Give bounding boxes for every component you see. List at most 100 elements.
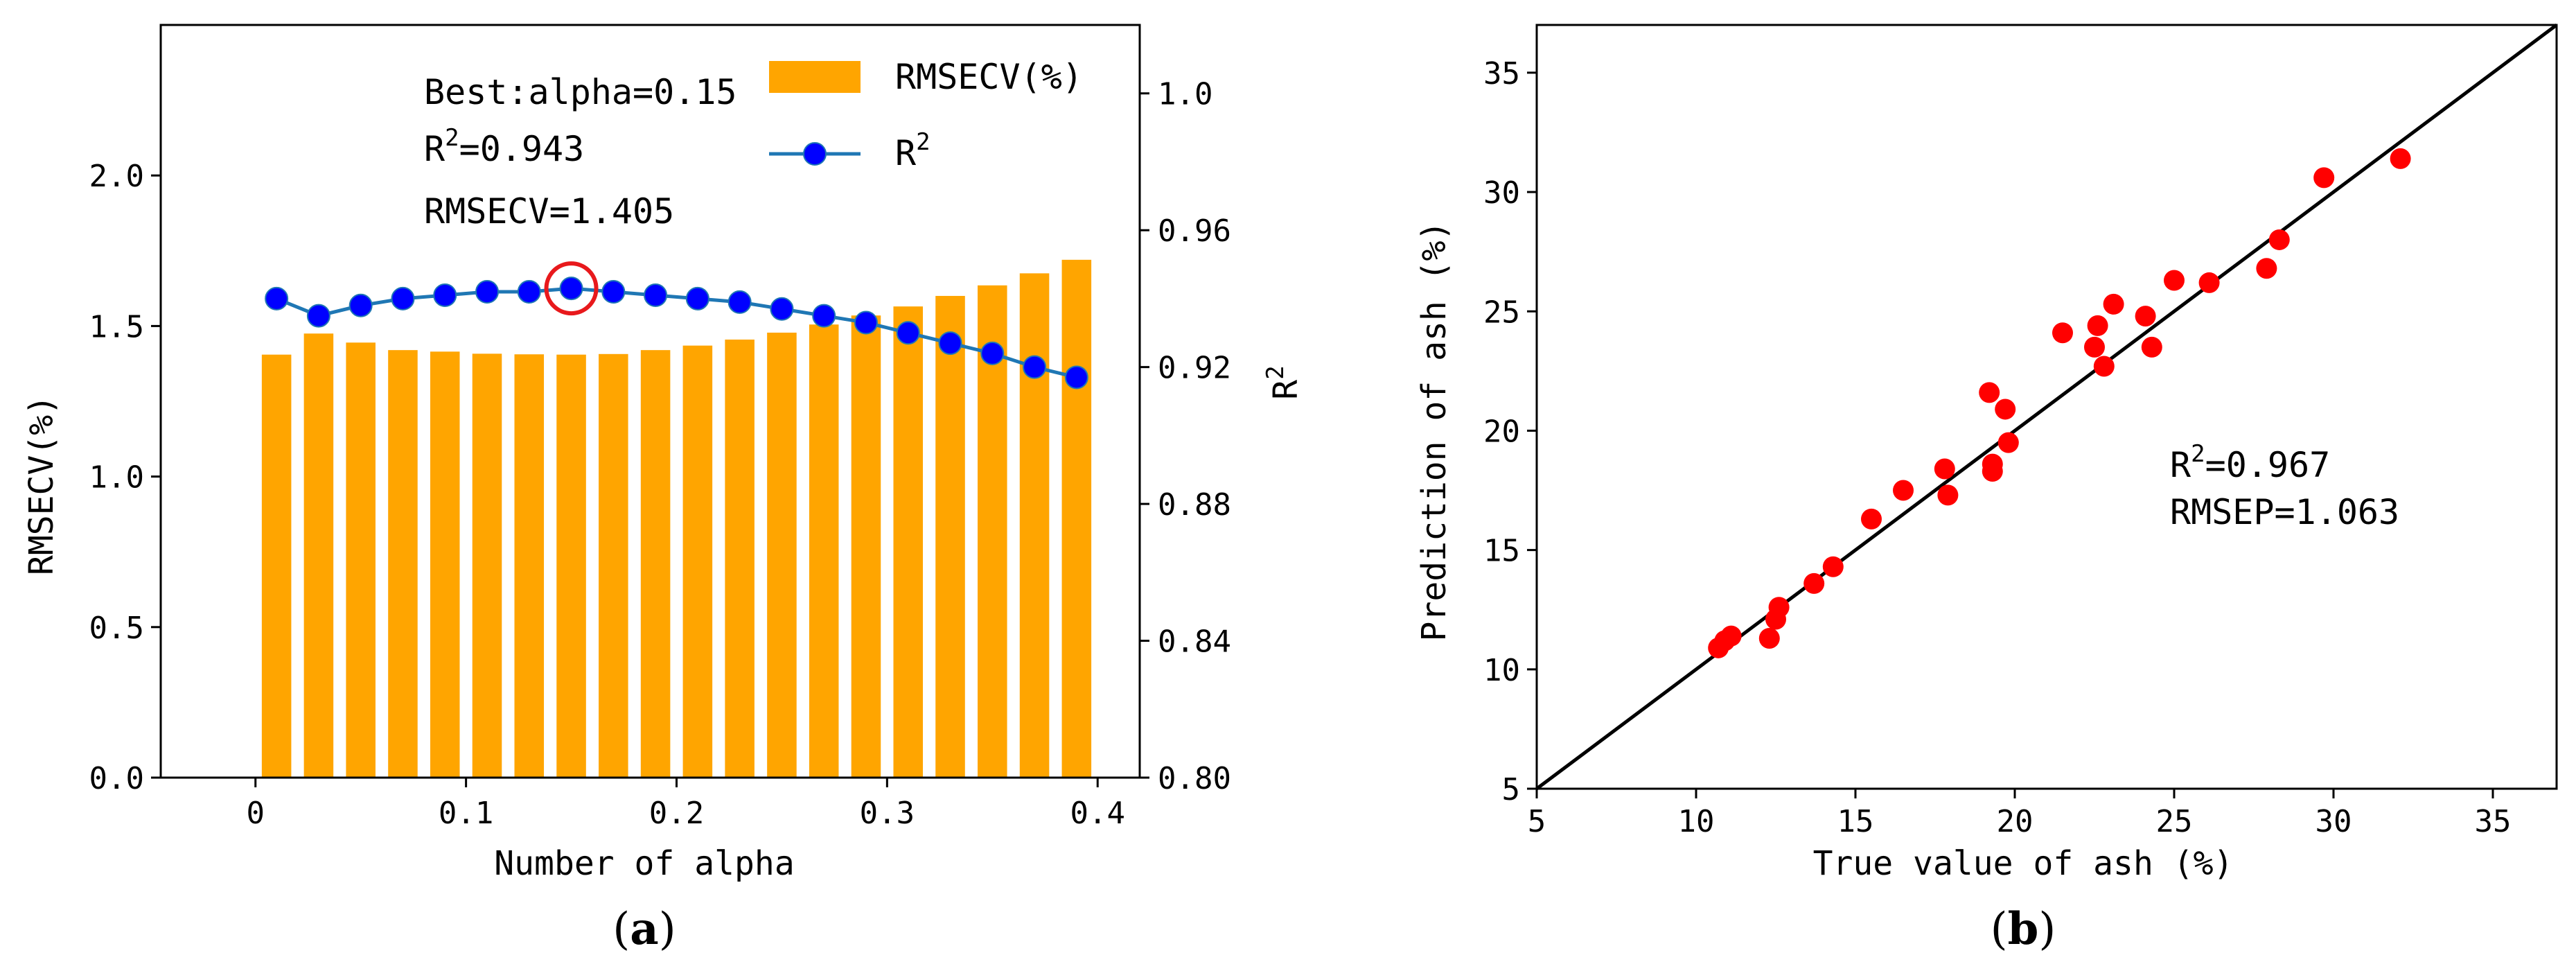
scatter-point	[1995, 399, 2016, 420]
y-right-tick-label: 0.92	[1158, 351, 1231, 386]
scatter-point	[2313, 167, 2335, 189]
rmsecv-bar	[430, 351, 460, 778]
scatter-point	[2164, 270, 2185, 291]
rmsecv-bar	[978, 285, 1007, 778]
x-tick-label: 0.2	[649, 796, 704, 831]
y-left-tick-label: 1.5	[89, 309, 144, 344]
x-tick-label: 30	[2315, 804, 2352, 839]
y-tick-label: 35	[1483, 56, 1520, 91]
scatter-point	[1937, 484, 1959, 506]
y-right-tick-label: 1.0	[1158, 77, 1212, 112]
r2-annotation-b: R2=0.967	[2170, 440, 2330, 485]
identity-line	[1535, 23, 2558, 791]
x-tick-label: 20	[1997, 804, 2034, 839]
legend-swatch-rmsecv	[769, 61, 861, 93]
rmsep-annotation: RMSEP=1.063	[2170, 492, 2399, 532]
rmsecv-bar	[640, 350, 671, 778]
scatter-point	[2087, 315, 2108, 336]
y-left-tick-label: 1.0	[89, 460, 144, 496]
panel-a-axes: 0 0.1 0.2 0.3 0.4 0.0 0.5 1.0 1.5 2.0 0.80 0.84 0.88…	[89, 24, 1231, 831]
panel-a-ylabel-right: R2	[1262, 365, 1305, 399]
y-right-tick-label: 0.96	[1158, 213, 1231, 249]
rmsecv-bar	[346, 342, 376, 778]
rmsecv-bar	[1061, 259, 1092, 778]
scatter-point	[1979, 382, 2000, 403]
y-left-tick-label: 2.0	[89, 159, 144, 194]
scatter-point	[1803, 572, 1825, 594]
rmsecv-bar	[514, 354, 545, 778]
r2-point	[559, 277, 583, 301]
scatter-point	[1720, 625, 1742, 647]
panel-b: 5 10 15 20 25 30 35 5 10 15 20 25 30 35 R2=0.967 RMSE…	[1415, 23, 2558, 955]
scatter-point	[2390, 148, 2411, 169]
legend-label-rmsecv: RMSECV(%)	[895, 57, 1083, 97]
scatter-point	[2103, 293, 2124, 315]
rmsecv-bar	[682, 345, 713, 778]
r2-point	[685, 286, 709, 310]
x-tick-label: 5	[1528, 804, 1546, 839]
y-tick-label: 15	[1483, 534, 1520, 569]
rmsecv-bar	[599, 353, 628, 778]
r2-point	[938, 331, 962, 356]
r2-point	[265, 286, 289, 310]
x-tick-label: 0.3	[860, 796, 915, 831]
r2-point	[770, 297, 794, 321]
scatter-point	[2084, 336, 2105, 358]
panel-b-xlabel: True value of ash (%)	[1813, 844, 2234, 883]
scatter-point	[1893, 480, 1914, 501]
panel-a-xlabel: Number of alpha	[494, 844, 794, 883]
panel-a-ylabel-left: RMSECV(%)	[22, 395, 61, 575]
r2-point	[644, 283, 668, 307]
scatter-point	[2093, 356, 2115, 377]
r2-point	[475, 280, 499, 304]
r2-point	[854, 310, 878, 335]
scatter-point	[2268, 229, 2290, 250]
r2-point	[1023, 355, 1047, 379]
x-tick-label: 25	[2156, 804, 2193, 839]
scatter-point	[2052, 322, 2073, 344]
panel-b-axes: 5 10 15 20 25 30 35 5 10 15 20 25 30 35	[1483, 24, 2558, 839]
rmsecv-annotation: RMSECV=1.405	[424, 191, 674, 231]
scatter-point	[1861, 508, 1882, 530]
r2-annotation: R2=0.943	[424, 124, 584, 169]
scatter-points	[1708, 148, 2411, 658]
rmsecv-bar	[725, 339, 755, 778]
rmsecv-bar	[556, 354, 586, 778]
panel-b-ylabel: Prediction of ash (%)	[1415, 221, 1454, 642]
best-alpha-highlight	[544, 261, 599, 316]
r2-point	[391, 286, 415, 310]
y-tick-label: 25	[1483, 295, 1520, 330]
x-tick-label: 15	[1837, 804, 1874, 839]
scatter-point	[1982, 453, 2003, 475]
scatter-point	[2141, 336, 2162, 358]
rmsecv-bar	[767, 332, 797, 778]
panel-a-caption: (a)	[612, 903, 676, 955]
r2-point	[727, 290, 752, 314]
rmsecv-bar	[472, 353, 502, 778]
y-tick-label: 30	[1483, 175, 1520, 211]
r2-point	[896, 321, 920, 345]
panel-a: 0 0.1 0.2 0.3 0.4 0.0 0.5 1.0 1.5 2.0 0.80 0.84 0.88…	[22, 24, 1305, 955]
rmsecv-bar	[388, 350, 418, 778]
legend-marker-r2	[803, 142, 827, 166]
scatter-point	[2198, 272, 2220, 293]
scatter-point	[1768, 597, 1790, 618]
r2-point	[349, 293, 373, 317]
panel-b-caption: (b)	[1991, 903, 2056, 955]
r2-point	[306, 304, 330, 328]
x-tick-label: 10	[1678, 804, 1715, 839]
panel-b-frame	[1535, 24, 2558, 790]
scatter-point	[1822, 556, 1844, 577]
rmsecv-bar	[893, 306, 924, 778]
scatter-point	[1934, 458, 1955, 480]
r2-point	[517, 280, 541, 304]
x-tick-label: 0.1	[439, 796, 493, 831]
y-left-tick-label: 0.0	[89, 761, 144, 796]
y-right-tick-label: 0.88	[1158, 487, 1231, 523]
y-right-tick-label: 0.80	[1158, 761, 1231, 796]
y-tick-label: 10	[1483, 653, 1520, 688]
scatter-point	[1997, 432, 2019, 453]
scatter-point	[1758, 628, 1780, 649]
rmsecv-bar	[809, 324, 839, 778]
scatter-point	[2256, 258, 2277, 279]
